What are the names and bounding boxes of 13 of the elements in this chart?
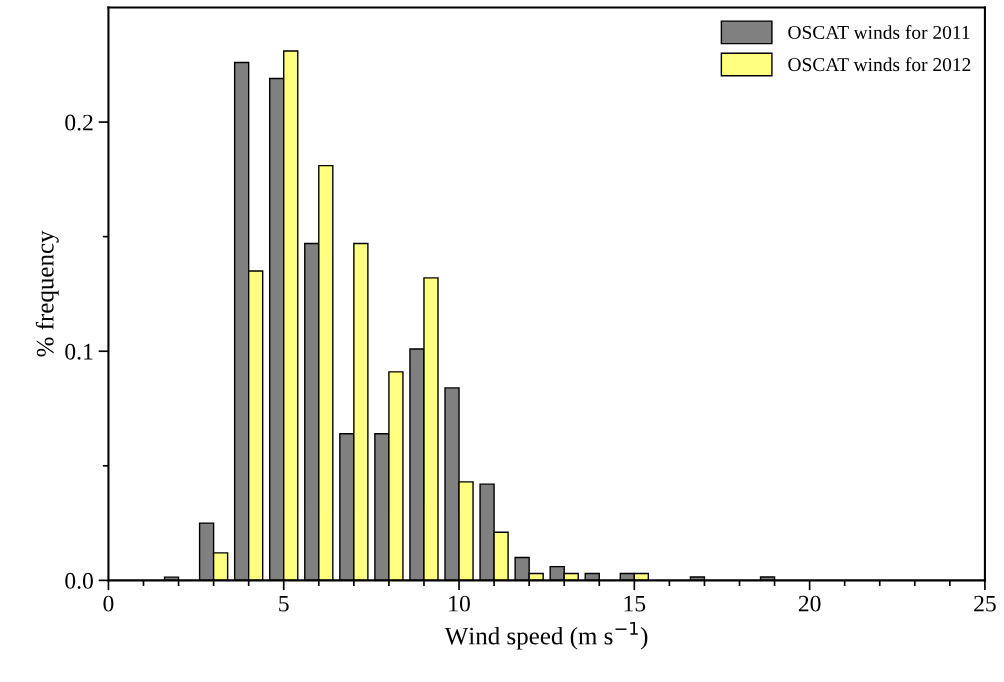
y-axis-title: % frequency xyxy=(35,230,59,357)
x-tick-label: 15 xyxy=(624,595,646,612)
x-tick-label: 5 xyxy=(279,595,289,612)
y-tick-label: 0.0 xyxy=(65,572,93,589)
x-tick-label: 10 xyxy=(449,595,470,612)
x-tick-label: 25 xyxy=(974,595,996,612)
legend-label: OSCAT winds for 2011 xyxy=(788,25,970,39)
y-tick-label: 0.2 xyxy=(65,114,93,131)
x-axis-title: Wind speed (m s$^{−1}$) xyxy=(444,621,648,650)
x-tick-label: 20 xyxy=(798,595,821,612)
x-tick-label: 0 xyxy=(103,595,114,612)
legend-label: OSCAT winds for 2012 xyxy=(788,57,971,72)
y-tick-label: 0.1 xyxy=(65,343,93,360)
